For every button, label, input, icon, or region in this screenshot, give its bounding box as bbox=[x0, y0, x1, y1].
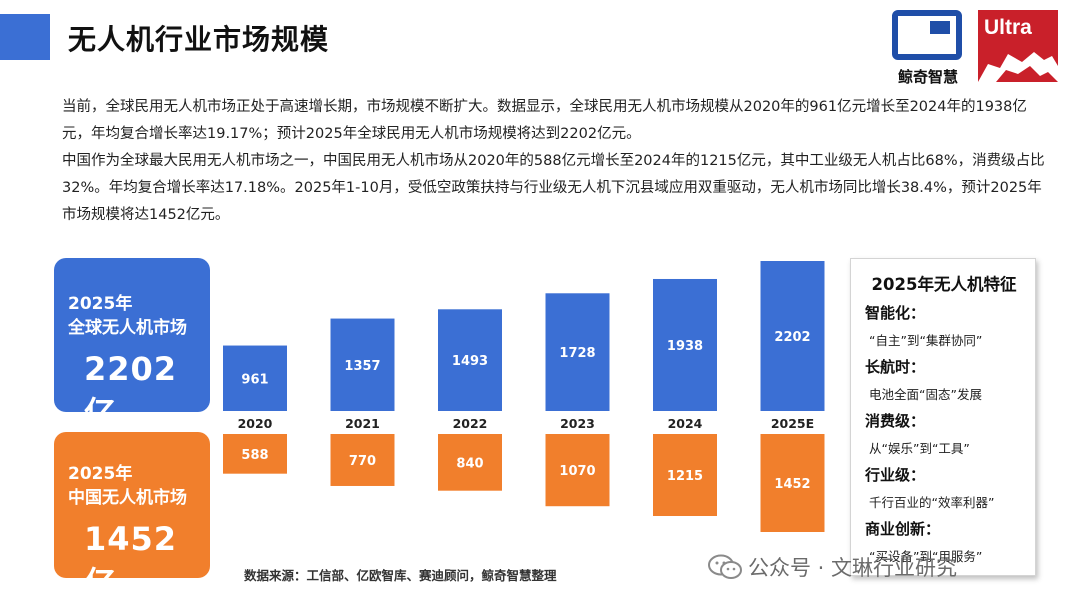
data-source-note: 数据来源：工信部、亿欧智库、赛迪顾问，鲸奇智慧整理 bbox=[244, 568, 557, 583]
watermark-text: 公众号 · 文琳行业研究 bbox=[748, 556, 958, 580]
x-tick-label: 2020 bbox=[238, 416, 273, 431]
global-bar-value-label: 1357 bbox=[344, 359, 380, 374]
china-bar bbox=[653, 434, 717, 517]
global-bar bbox=[330, 318, 395, 411]
china-bar bbox=[223, 434, 287, 474]
global-bar-value-label: 1728 bbox=[559, 346, 595, 361]
feature-heading: 智能化： bbox=[865, 304, 926, 322]
x-tick-label: 2024 bbox=[668, 416, 703, 431]
intro-text: 当前，全球民用无人机市场正处于高速增长期，市场规模不断扩大。数据显示，全球民用无… bbox=[62, 94, 1047, 229]
feature-item: 消费级： 从“娱乐”到“工具” bbox=[865, 411, 1035, 458]
feature-desc: “买设备”到“用服务” bbox=[869, 549, 983, 564]
china-card-label: 2025年 中国无人机市场 bbox=[68, 464, 187, 508]
wechat-icon bbox=[708, 554, 742, 579]
global-bar-value-label: 2202 bbox=[774, 330, 810, 345]
global-bar bbox=[653, 278, 717, 411]
global-bar bbox=[545, 293, 610, 411]
panel-title: 2025年无人机特征 bbox=[871, 275, 1017, 294]
x-tick-label: 2022 bbox=[453, 416, 488, 431]
jingqi-logo-mark bbox=[892, 10, 962, 60]
feature-heading: 消费级： bbox=[865, 412, 926, 430]
global-bar-value-label: 1938 bbox=[667, 339, 703, 354]
global-bar bbox=[223, 345, 287, 411]
features-panel: 2025年无人机特征 智能化： “自主”到“集群协同” 长航时： 电池全面“固态… bbox=[850, 258, 1036, 576]
china-market-card: 2025年 中国无人机市场 1452亿 bbox=[54, 432, 210, 602]
china-bar bbox=[760, 434, 825, 532]
china-bar bbox=[330, 434, 395, 486]
intro-paragraph-global: 当前，全球民用无人机市场正处于高速增长期，市场规模不断扩大。数据显示，全球民用无… bbox=[62, 99, 1027, 142]
global-bar-value-label: 1493 bbox=[452, 354, 488, 369]
feature-desc: 从“娱乐”到“工具” bbox=[869, 441, 970, 456]
ultra-logo: Ultra bbox=[978, 10, 1058, 82]
feature-heading: 行业级： bbox=[865, 466, 926, 484]
global-market-card: 2025年 全球无人机市场 2202亿 bbox=[54, 258, 210, 432]
ultra-logo-animal-icon bbox=[978, 52, 1058, 82]
intro-paragraph-china: 中国作为全球最大民用无人机市场之一，中国民用无人机市场从2020年的588亿元增… bbox=[62, 153, 1045, 223]
china-card-value: 1452亿 bbox=[84, 520, 178, 602]
china-bar bbox=[438, 434, 502, 491]
feature-heading: 长航时： bbox=[865, 358, 926, 376]
global-card-value: 2202亿 bbox=[84, 350, 178, 432]
page-title: 无人机行业市场规模 bbox=[68, 23, 330, 56]
jingqi-logo-text: 鲸奇智慧 bbox=[897, 68, 958, 86]
x-tick-label: 2025E bbox=[771, 416, 814, 431]
china-bar-value-label: 1070 bbox=[559, 464, 595, 479]
market-size-bar-chart: 961 588 2020 1357 770 2021 1493 840 2022 1728 1070… bbox=[223, 261, 825, 532]
global-bar-value-label: 961 bbox=[241, 372, 268, 387]
feature-item: 商业创新： “买设备”到“用服务” bbox=[865, 519, 1035, 566]
global-card-label: 2025年 全球无人机市场 bbox=[68, 294, 187, 338]
feature-desc: 千行百业的“效率利器” bbox=[869, 495, 995, 510]
china-bar bbox=[545, 434, 610, 507]
global-bar bbox=[438, 309, 502, 411]
feature-desc: “自主”到“集群协同” bbox=[869, 333, 983, 348]
china-bar-value-label: 588 bbox=[241, 448, 268, 463]
china-bar-value-label: 1215 bbox=[667, 469, 703, 484]
feature-desc: 电池全面“固态”发展 bbox=[869, 387, 982, 402]
china-bar-value-label: 840 bbox=[456, 456, 483, 471]
china-bar-value-label: 770 bbox=[349, 454, 376, 469]
feature-heading: 商业创新： bbox=[865, 520, 941, 538]
feature-item: 行业级： 千行百业的“效率利器” bbox=[865, 465, 1035, 512]
ultra-logo-text: Ultra bbox=[984, 16, 1032, 39]
feature-item: 智能化： “自主”到“集群协同” bbox=[865, 303, 1035, 350]
x-tick-label: 2023 bbox=[560, 416, 595, 431]
china-bar-value-label: 1452 bbox=[774, 477, 810, 492]
title-accent-block bbox=[0, 14, 50, 60]
feature-item: 长航时： 电池全面“固态”发展 bbox=[865, 357, 1035, 404]
global-bar bbox=[760, 261, 825, 411]
x-tick-label: 2021 bbox=[345, 416, 380, 431]
jingqi-logo: 鲸奇智慧 bbox=[888, 10, 968, 88]
